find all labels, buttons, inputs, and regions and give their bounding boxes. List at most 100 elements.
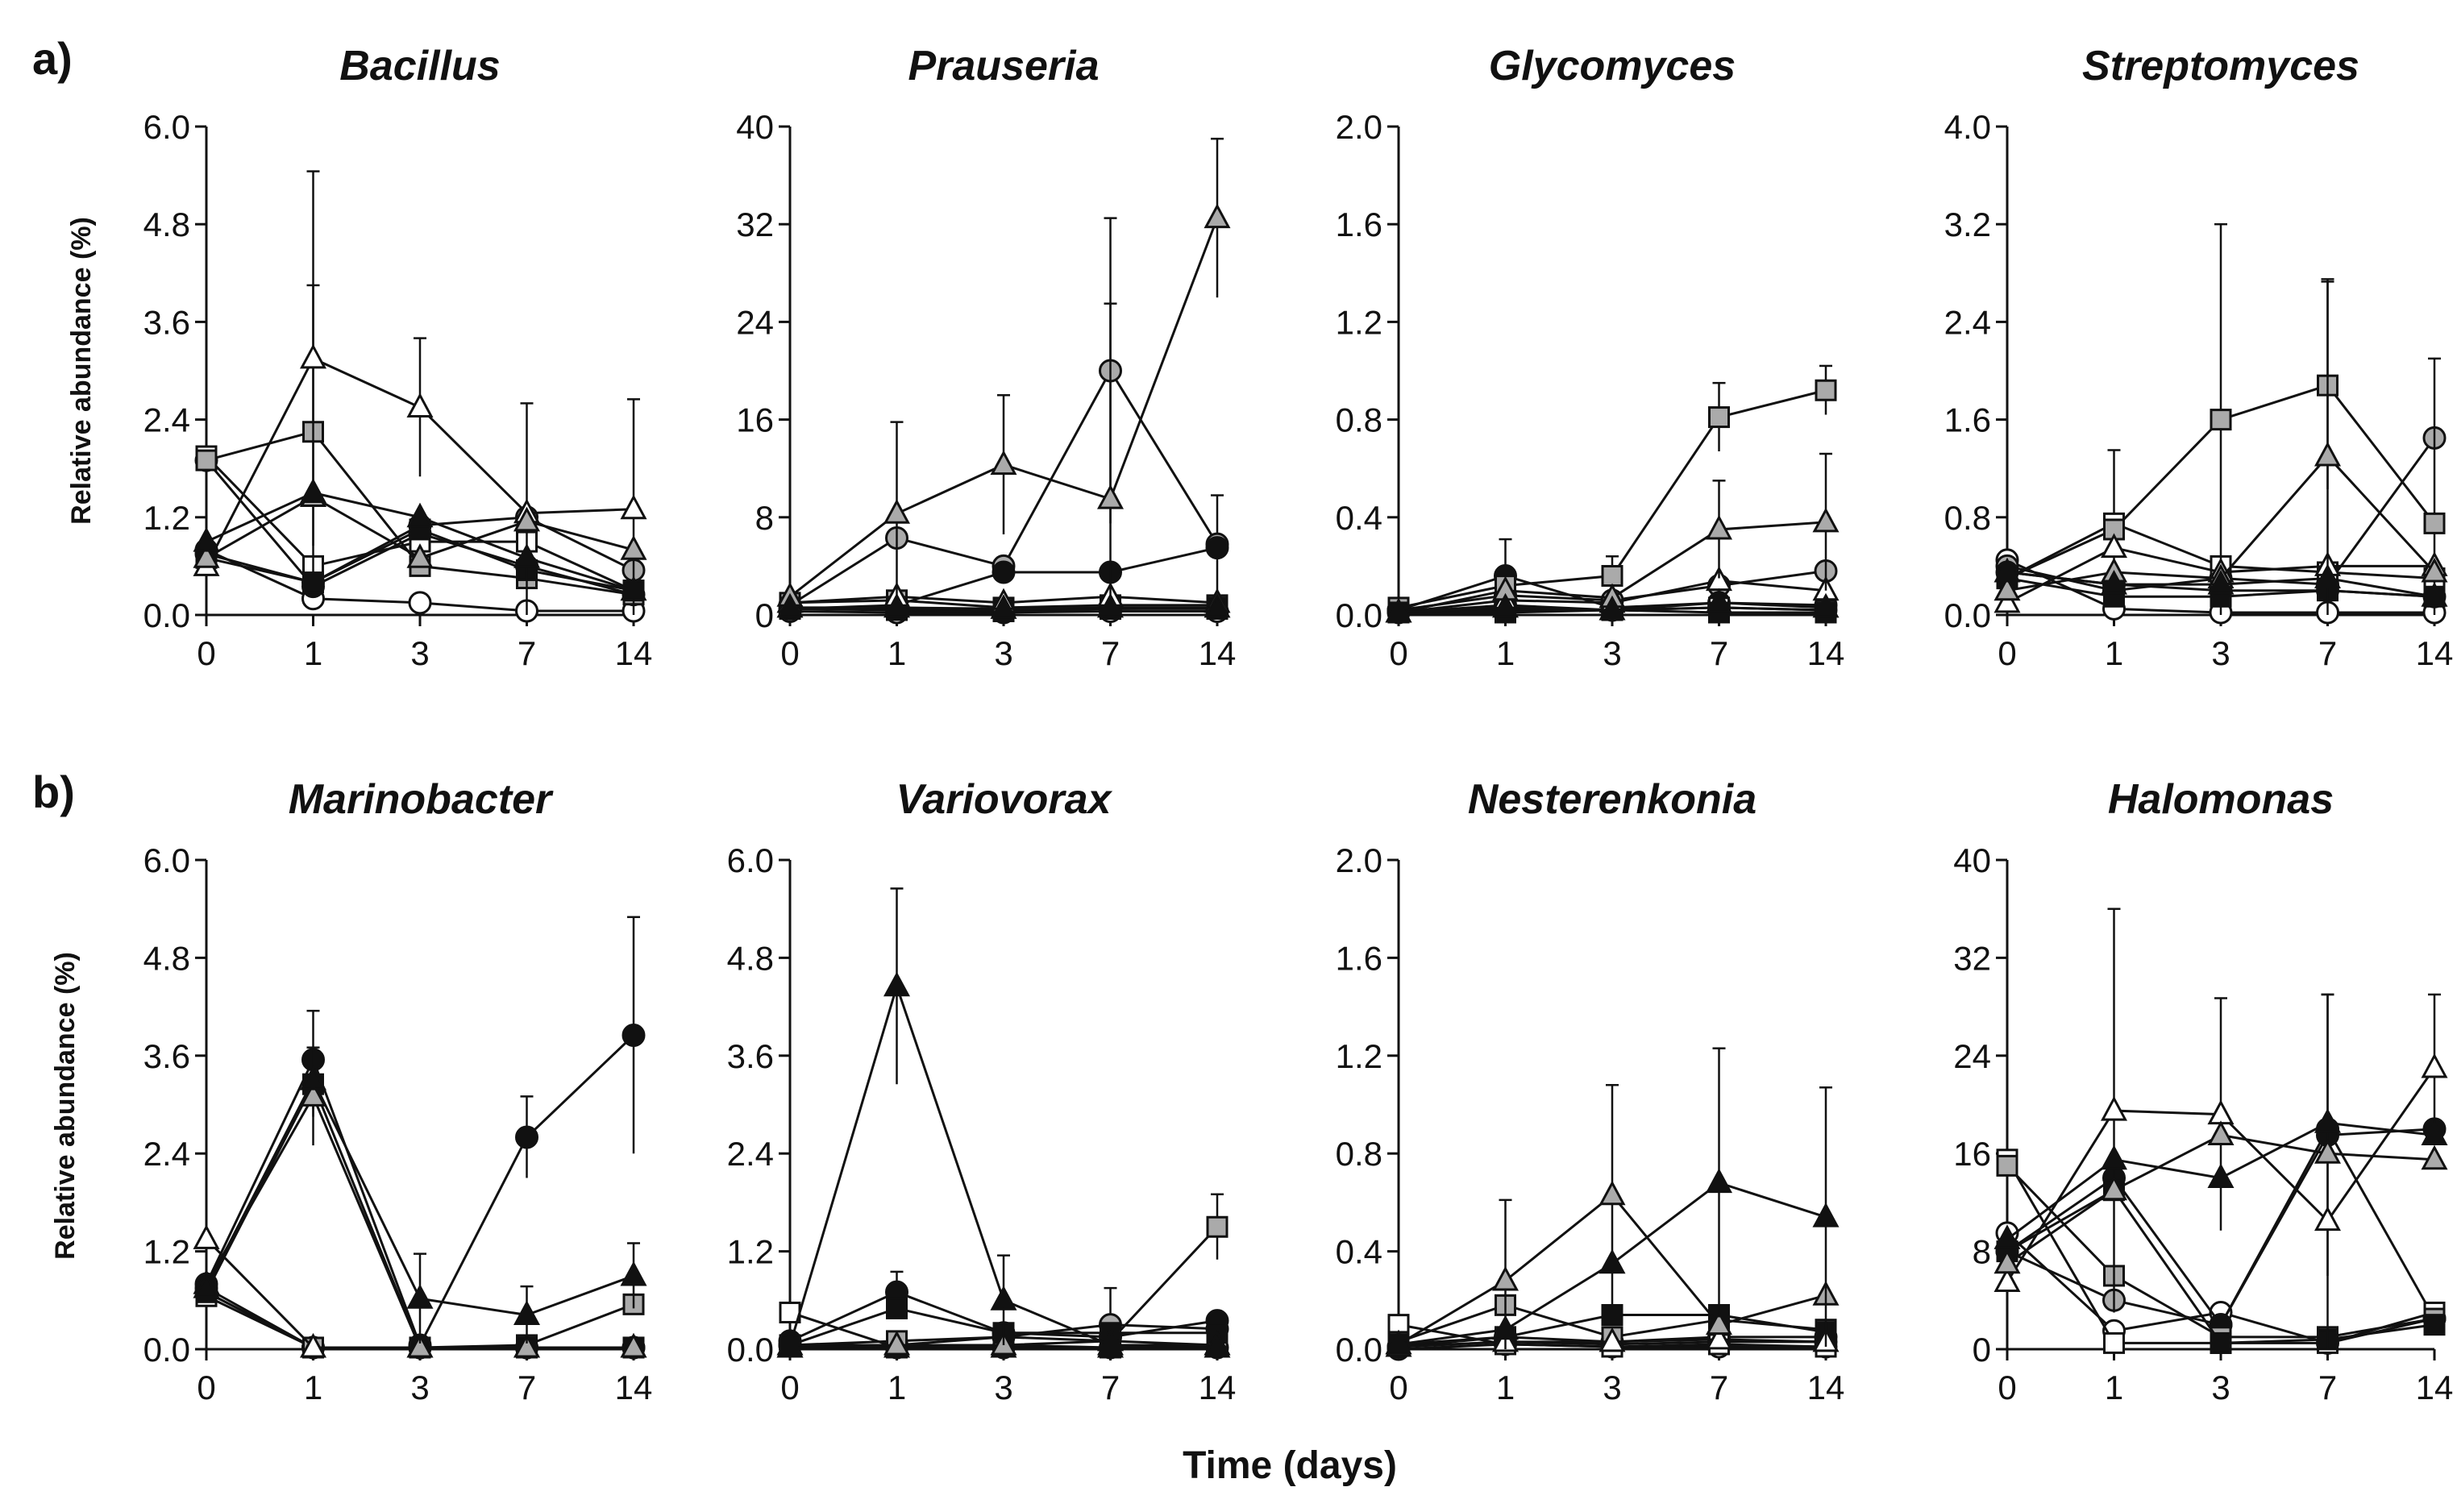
data-point-triangle bbox=[1385, 597, 1412, 623]
y-tick-label: 0.0 bbox=[143, 1331, 190, 1369]
y-tick-label: 0.0 bbox=[1336, 596, 1382, 634]
data-point-triangle bbox=[2100, 1175, 2128, 1201]
series-triangle-black bbox=[776, 592, 1231, 619]
series-triangle-black bbox=[193, 478, 647, 601]
x-axis-label: Time (days) bbox=[1183, 1444, 1397, 1487]
data-point-triangle bbox=[513, 1300, 541, 1326]
data-point-triangle bbox=[2421, 1144, 2448, 1170]
y-tick-label: 6.0 bbox=[143, 108, 190, 146]
y-tick-label: 4.0 bbox=[1944, 108, 1991, 146]
data-point-triangle bbox=[299, 343, 327, 369]
y-tick-label: 0 bbox=[755, 596, 774, 634]
chart-title: Halomonas bbox=[2108, 776, 2334, 823]
y-tick-label: 0.0 bbox=[1336, 1331, 1382, 1369]
data-point-triangle bbox=[193, 1273, 220, 1298]
data-point-triangle bbox=[1705, 1168, 1733, 1194]
data-point-square bbox=[2210, 1331, 2232, 1354]
y-tick-label: 1.2 bbox=[727, 1233, 774, 1271]
y-tick-label: 6.0 bbox=[143, 841, 190, 879]
y-tick-label: 3.6 bbox=[143, 303, 190, 341]
data-point-triangle bbox=[2207, 1099, 2235, 1125]
data-point-triangle bbox=[1204, 1330, 1231, 1356]
data-point-triangle bbox=[2100, 1095, 2128, 1121]
chart-halomonas: Halomonas 0 8 16 24 32 40 0 1 3 7 14 bbox=[1953, 776, 2453, 1406]
x-tick-label: 7 bbox=[1101, 1369, 1120, 1406]
x-tick-label: 7 bbox=[518, 1369, 536, 1406]
series-triangle-gray bbox=[1993, 1120, 2448, 1274]
data-point-triangle bbox=[883, 971, 911, 997]
data-point-triangle bbox=[1993, 1267, 2021, 1293]
y-tick-label: 2.4 bbox=[143, 401, 190, 439]
series-triangle-black bbox=[1385, 1047, 1840, 1355]
x-tick-label: 14 bbox=[2416, 1369, 2454, 1406]
y-tick-label: 32 bbox=[736, 206, 774, 243]
x-tick-label: 14 bbox=[2416, 634, 2454, 672]
x-tick-label: 7 bbox=[2318, 634, 2337, 672]
chart-title: Nesterenkonia bbox=[1468, 776, 1756, 823]
data-point-square bbox=[2210, 409, 2232, 431]
data-point-triangle bbox=[620, 1261, 647, 1286]
y-tick-label: 0.8 bbox=[1336, 401, 1382, 439]
data-point-triangle bbox=[2314, 441, 2342, 467]
y-tick-label: 3.6 bbox=[143, 1037, 190, 1075]
data-point-triangle bbox=[513, 506, 541, 532]
data-point-square bbox=[1996, 1154, 2018, 1177]
y-tick-label: 2.4 bbox=[727, 1135, 774, 1173]
x-tick-label: 3 bbox=[410, 1369, 429, 1406]
data-point-triangle bbox=[990, 594, 1017, 619]
data-point-triangle bbox=[406, 393, 434, 417]
y-tick-label: 0.4 bbox=[1336, 499, 1382, 537]
series-square-gray bbox=[1996, 222, 2446, 615]
data-point-triangle bbox=[1993, 1224, 2021, 1249]
data-point-triangle bbox=[193, 526, 220, 552]
y-tick-label: 2.0 bbox=[1336, 108, 1382, 146]
data-point-square bbox=[1601, 1304, 1623, 1327]
data-point-triangle bbox=[620, 575, 647, 601]
x-tick-label: 3 bbox=[1603, 634, 1621, 672]
data-point-triangle bbox=[1812, 1202, 1840, 1227]
data-point-square bbox=[1815, 379, 1837, 401]
x-tick-label: 0 bbox=[1389, 1369, 1407, 1406]
data-point-triangle bbox=[2314, 563, 2342, 589]
chart-prauseria: Prauseria 0 8 16 24 32 40 0 1 3 7 14 bbox=[736, 43, 1236, 672]
y-tick-label: 0.0 bbox=[1944, 596, 1991, 634]
data-point-circle bbox=[622, 1024, 646, 1048]
x-tick-label: 1 bbox=[304, 1369, 322, 1406]
x-tick-label: 0 bbox=[197, 634, 215, 672]
data-point-triangle bbox=[1812, 592, 1840, 618]
data-point-square bbox=[1601, 565, 1623, 588]
x-tick-label: 1 bbox=[2105, 1369, 2123, 1406]
chart-variovorax: Variovorax 0.0 1.2 2.4 3.6 4.8 6.0 0 1 3 7 14 bbox=[727, 776, 1237, 1406]
data-point-triangle bbox=[2421, 557, 2448, 583]
data-point-triangle bbox=[1705, 1324, 1733, 1350]
x-tick-label: 0 bbox=[1998, 634, 2016, 672]
data-point-triangle bbox=[2421, 582, 2448, 607]
x-tick-label: 14 bbox=[615, 634, 653, 672]
x-tick-label: 3 bbox=[1603, 1369, 1621, 1406]
series-triangle-black bbox=[1993, 1108, 2448, 1249]
chart-title: Streptomyces bbox=[2082, 43, 2359, 89]
data-point-triangle bbox=[1993, 557, 2021, 583]
data-point-triangle bbox=[1204, 592, 1231, 618]
y-tick-label: 2.4 bbox=[1944, 303, 1991, 341]
data-point-square bbox=[886, 1297, 908, 1319]
x-tick-label: 0 bbox=[780, 1369, 799, 1406]
data-point-triangle bbox=[883, 592, 911, 618]
chart-title: Marinobacter bbox=[289, 776, 554, 823]
x-tick-label: 1 bbox=[888, 634, 906, 672]
y-tick-label: 24 bbox=[736, 303, 774, 341]
data-point-triangle bbox=[513, 1332, 541, 1358]
data-point-triangle bbox=[299, 1082, 327, 1107]
data-point-triangle bbox=[620, 535, 647, 560]
data-point-triangle bbox=[1491, 592, 1520, 618]
x-tick-label: 7 bbox=[518, 634, 536, 672]
y-tick-label: 3.2 bbox=[1944, 206, 1991, 243]
data-point-triangle bbox=[2314, 1139, 2342, 1164]
data-point-triangle bbox=[1204, 203, 1231, 229]
y-tick-label: 16 bbox=[1953, 1135, 1991, 1173]
data-point-triangle bbox=[2421, 1053, 2448, 1078]
chart-glycomyces: Glycomyces 0.0 0.4 0.8 1.2 1.6 2.0 0 1 3 7 14 bbox=[1336, 43, 1845, 672]
data-point-triangle bbox=[299, 1065, 327, 1090]
data-point-triangle bbox=[2207, 569, 2235, 595]
chart-nesterenkonia: Nesterenkonia 0.0 0.4 0.8 1.2 1.6 2.0 0 1 3 7 14 bbox=[1336, 776, 1845, 1406]
